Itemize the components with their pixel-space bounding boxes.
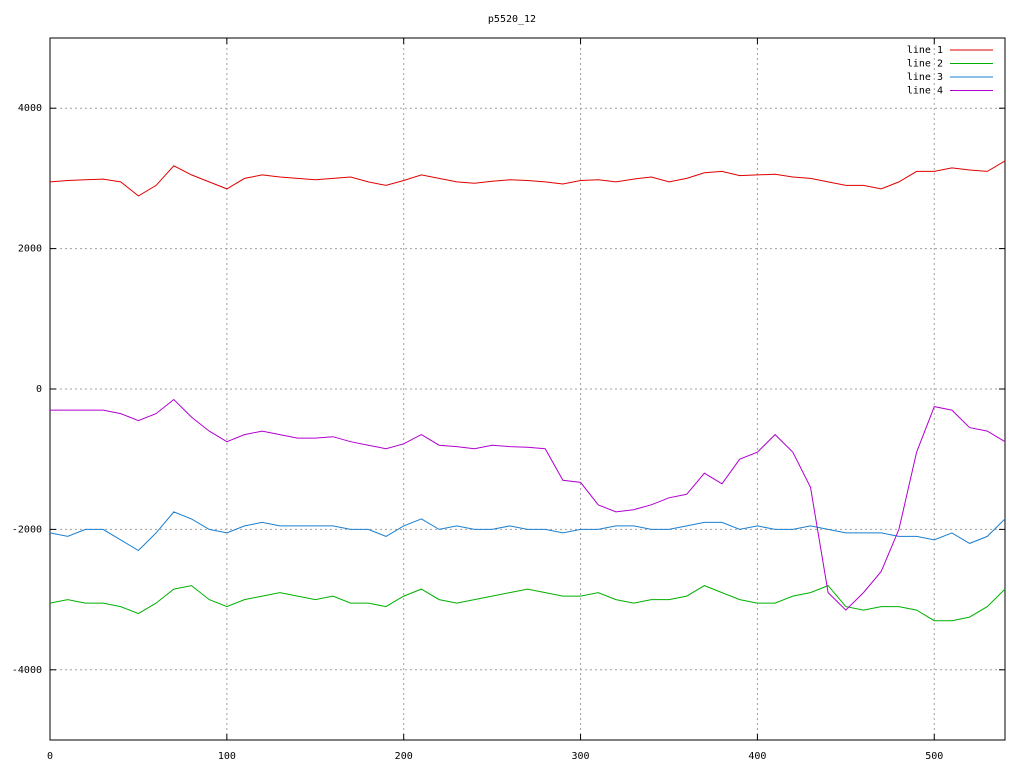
y-tick-label: 2000 xyxy=(18,244,42,255)
data-line xyxy=(49,160,1006,197)
y-tick-label: 0 xyxy=(36,384,42,395)
x-tick-label: 400 xyxy=(748,751,766,762)
x-tick-label: 200 xyxy=(395,751,413,762)
data-line xyxy=(49,511,1006,552)
x-tick-label: 500 xyxy=(925,751,943,762)
x-tick-label: 100 xyxy=(218,751,236,762)
data-line xyxy=(50,398,1006,611)
y-tick-label: 4000 xyxy=(18,103,42,114)
legend-label: line 2 xyxy=(907,59,943,70)
data-line xyxy=(49,585,1006,622)
x-tick-label: 0 xyxy=(47,751,53,762)
chart-title: p5520_12 xyxy=(488,14,536,25)
legend-label: line 4 xyxy=(907,86,943,97)
x-tick-label: 300 xyxy=(572,751,590,762)
y-tick-label: -4000 xyxy=(12,665,42,676)
y-tick-label: -2000 xyxy=(12,524,42,535)
plot-border xyxy=(49,37,1006,741)
legend-label: line 1 xyxy=(907,45,943,56)
legend-label: line 3 xyxy=(907,72,943,83)
